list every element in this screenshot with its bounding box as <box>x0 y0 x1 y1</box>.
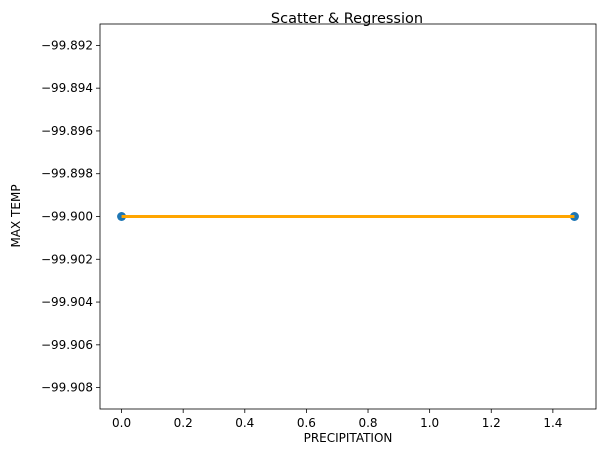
x-tick-label: 0.8 <box>358 416 377 430</box>
y-tick-label: −99.894 <box>41 81 93 95</box>
x-tick-label: 0.6 <box>297 416 316 430</box>
x-axis-label: PRECIPITATION <box>304 431 393 445</box>
x-tick-label: 0.4 <box>235 416 254 430</box>
plot-area <box>117 212 579 221</box>
x-tick-label: 1.2 <box>482 416 501 430</box>
chart-title: Scatter & Regression <box>271 11 423 27</box>
y-axis-ticks: −99.892 −99.894 −99.896 −99.898 −99.900 −99.9… <box>41 38 100 395</box>
x-tick-label: 1.0 <box>420 416 439 430</box>
y-tick-label: −99.904 <box>41 295 93 309</box>
x-tick-label: 0.2 <box>174 416 193 430</box>
y-tick-label: −99.902 <box>41 252 93 266</box>
y-tick-label: −99.908 <box>41 381 93 395</box>
x-tick-label: 0.0 <box>112 416 131 430</box>
x-axis-ticks: 0.0 0.2 0.4 0.6 0.8 1.0 1.2 1.4 <box>112 409 562 430</box>
y-tick-label: −99.900 <box>41 210 93 224</box>
y-axis-label: MAX TEMP <box>9 184 23 247</box>
y-tick-label: −99.896 <box>41 124 93 138</box>
y-tick-label: −99.898 <box>41 167 93 181</box>
y-tick-label: −99.906 <box>41 338 93 352</box>
y-tick-label: −99.892 <box>41 38 93 52</box>
x-tick-label: 1.4 <box>543 416 562 430</box>
